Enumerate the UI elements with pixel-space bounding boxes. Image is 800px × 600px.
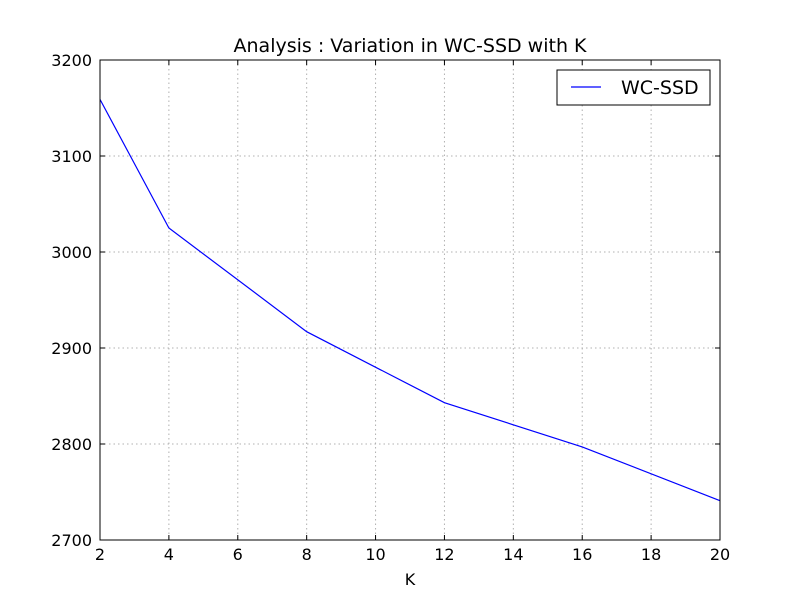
x-tick-label: 2 bbox=[95, 545, 105, 564]
x-tick-label: 8 bbox=[302, 545, 312, 564]
x-tick-label: 14 bbox=[503, 545, 523, 564]
y-tick-label: 3100 bbox=[51, 147, 92, 166]
series-line-wc-ssd bbox=[99, 99, 721, 502]
axis-ticks: 2 4 6 8 10 12 14 16 18 20 2700 2800 2900 3000 3100 3200 bbox=[51, 51, 730, 564]
y-tick-label: 3200 bbox=[51, 51, 92, 70]
y-tick-label: 3000 bbox=[51, 243, 92, 262]
x-tick-label: 10 bbox=[365, 545, 385, 564]
y-tick-label: 2900 bbox=[51, 339, 92, 358]
grid bbox=[99, 59, 721, 541]
legend-label-wc-ssd: WC-SSD bbox=[621, 77, 699, 99]
x-tick-label: 4 bbox=[164, 545, 174, 564]
x-tick-label: 20 bbox=[710, 545, 730, 564]
x-tick-label: 12 bbox=[434, 545, 454, 564]
legend: WC-SSD bbox=[556, 69, 711, 106]
x-tick-label: 16 bbox=[572, 545, 592, 564]
y-tick-label: 2800 bbox=[51, 435, 92, 454]
y-tick-label: 2700 bbox=[51, 531, 92, 550]
chart-title: Analysis : Variation in WC-SSD with K bbox=[234, 35, 588, 57]
x-tick-label: 6 bbox=[233, 545, 243, 564]
legend-box bbox=[556, 69, 711, 106]
series-layer bbox=[99, 99, 721, 502]
x-axis-label: K bbox=[405, 570, 416, 589]
x-tick-label: 18 bbox=[641, 545, 661, 564]
plot-frame bbox=[99, 59, 721, 541]
